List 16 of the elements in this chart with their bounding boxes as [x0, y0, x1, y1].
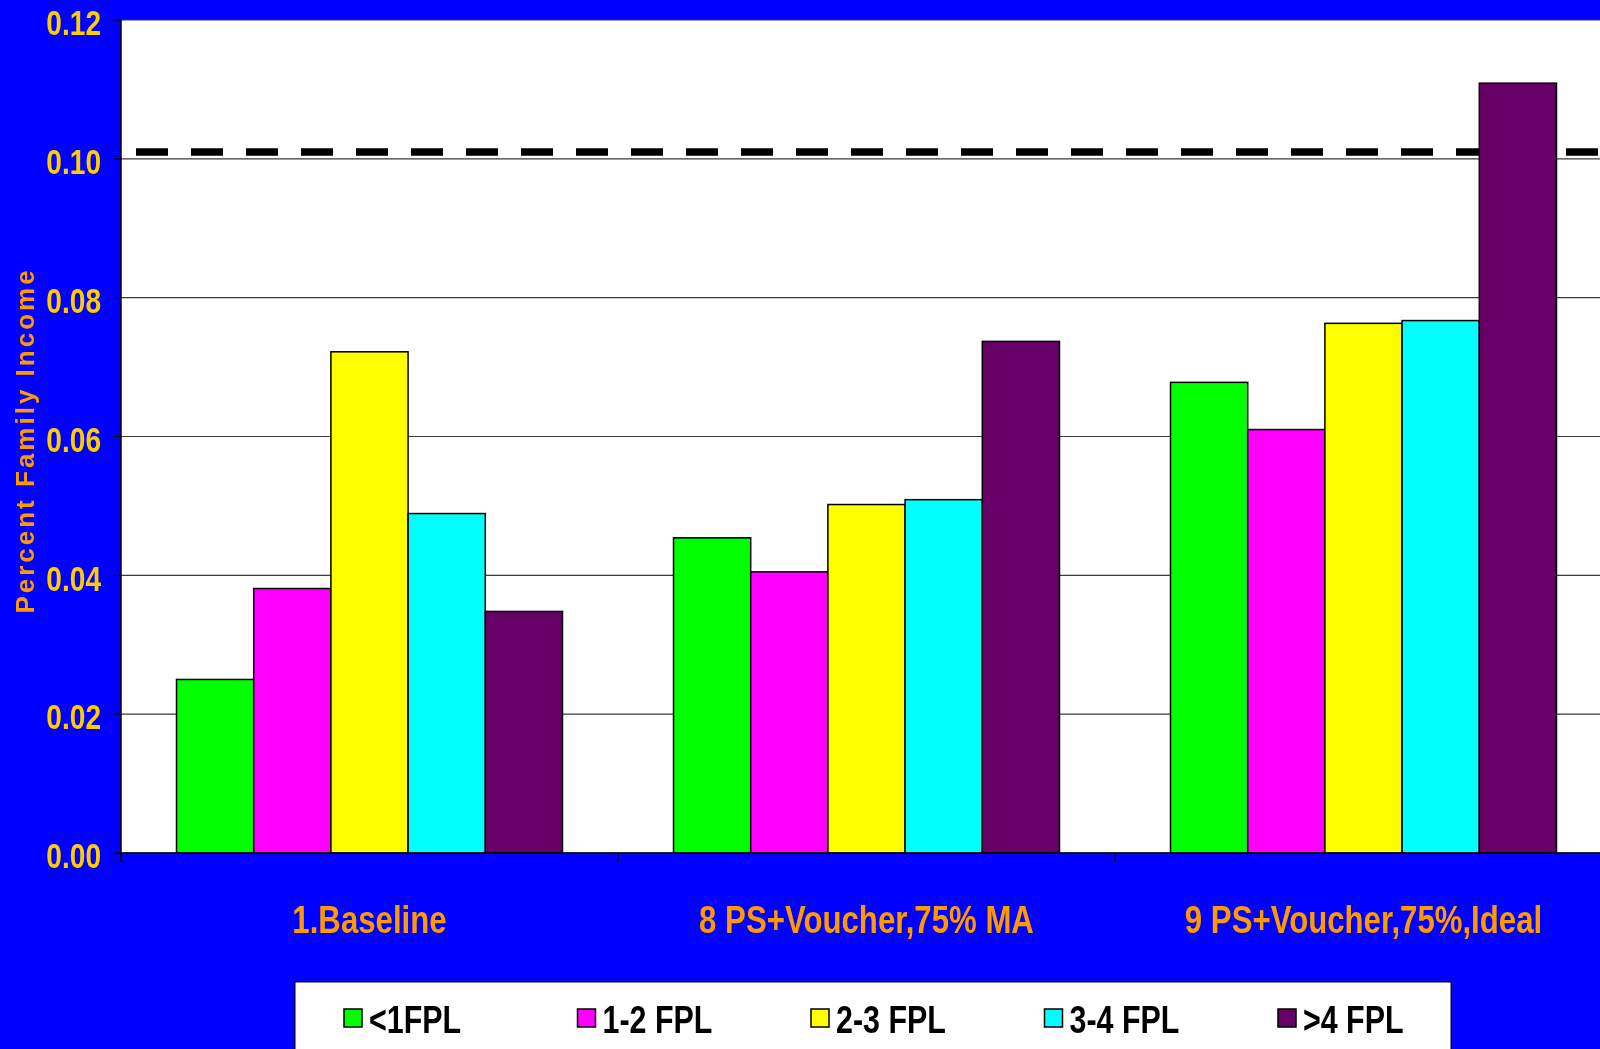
y-axis-title: Percent Family Income [10, 267, 40, 614]
legend-label: 1-2 FPL [602, 999, 713, 1041]
x-tick-label: 9 PS+Voucher,75%,Ideal [1184, 897, 1543, 941]
x-tick-label: 1.Baseline [292, 897, 447, 941]
x-tick-label: 8 PS+Voucher,75% MA [699, 897, 1034, 941]
y-tick-label: 0.06 [46, 419, 101, 460]
y-tick-label: 0.00 [46, 835, 101, 877]
y-tick-label: 0.10 [46, 141, 101, 182]
y-tick-label: 0.04 [46, 558, 102, 599]
legend-label: >4 FPL [1303, 999, 1404, 1041]
y-tick-label: 0.02 [46, 697, 101, 738]
y-tick-label: 0.08 [46, 280, 101, 321]
legend-label: <1FPL [369, 999, 462, 1041]
legend-label: 3-4 FPL [1069, 999, 1180, 1041]
legend-label: 2-3 FPL [836, 999, 946, 1041]
y-tick-label: 0.12 [46, 2, 101, 44]
